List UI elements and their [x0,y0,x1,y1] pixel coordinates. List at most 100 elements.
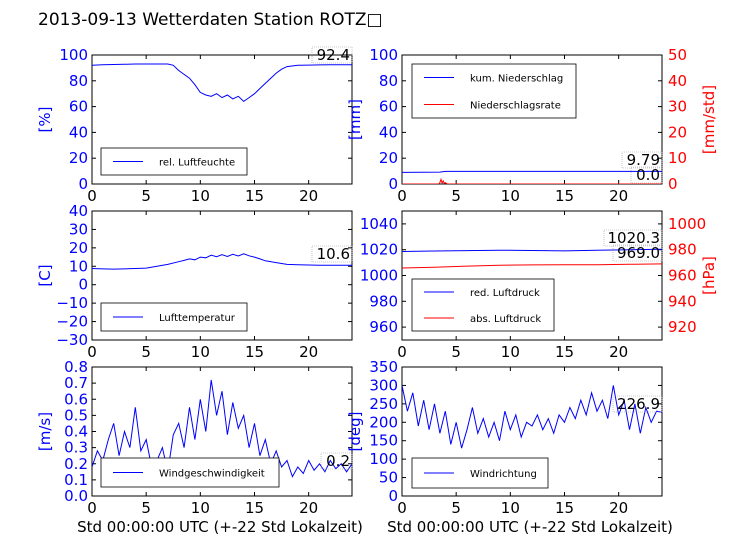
pressure-value-label: 1020.3 [608,229,661,247]
pressure-y-tick-label: 1020 [360,241,398,259]
precipitation-y-tick-label: 80 [379,72,398,90]
precipitation-value-box [630,166,663,184]
humidity-x-tick-label: 15 [245,187,264,205]
temperature-x-tick-label: 15 [245,343,264,361]
wind_speed-x-tick-label: 15 [245,499,264,517]
wind_speed-y-tick-label: 0.8 [64,358,88,376]
humidity-y-tick-label: 60 [69,98,88,116]
wind_speed-y-tick-label: 0.1 [64,471,88,489]
temperature-legend-label: Lufttemperatur [159,313,236,324]
wind_speed-value-label: 0.2 [326,452,350,470]
pressure-y2-tick-label: 980 [668,241,697,259]
wind_speed-legend-label: Windgeschwindigkeit [159,469,265,480]
wind_direction-x-tick-label: 15 [555,499,574,517]
temperature-y-tick-label: −20 [56,313,88,331]
precipitation-x-tick-label: 15 [555,187,574,205]
humidity-value-label: 92.4 [317,46,350,64]
wind_speed-y-tick-label: 0.0 [64,487,88,505]
temperature-x-tick-label: 5 [141,343,151,361]
pressure-legend-box [411,278,555,332]
humidity-plot-frame [91,54,353,185]
wind_direction-y-tick-label: 50 [379,469,398,487]
wind_direction-y-tick-label: 150 [369,432,398,450]
pressure-value-box [612,244,663,262]
precipitation-y-axis-label: [mm] [346,99,364,140]
temperature-x-tick-label: 10 [191,343,210,361]
temperature-y-tick-label: −30 [56,331,88,349]
precipitation-y2-tick-label: 30 [668,98,687,116]
humidity-x-tick-label: 5 [141,187,151,205]
wind_speed-x-tick-label: 5 [141,499,151,517]
pressure-legend-label: red. Luftdruck [470,288,540,299]
page-title: 2013-09-13 Wetterdaten Station ROTZ□ [38,10,383,30]
wind_direction-x-axis-label: Std 00:00:00 UTC (+-22 Std Lokalzeit) [387,518,673,536]
wind_direction-x-tick-label: 20 [609,499,628,517]
wind_direction-value-box [612,395,663,413]
humidity-y-tick-label: 0 [78,175,88,193]
pressure-y2-tick-label: 940 [668,292,697,310]
wind_speed-x-tick-label: 0 [87,499,97,517]
wind_direction-x-tick-label: 5 [451,499,461,517]
precipitation-legend-label: Niederschlagsrate [470,101,561,112]
pressure-legend-label: abs. Luftdruck [470,314,541,325]
pressure-x-tick-label: 10 [501,343,520,361]
wind_speed-y-tick-label: 0.2 [64,455,88,473]
humidity-y-axis-label: [%] [36,107,54,133]
humidity-y-tick-label: 40 [69,123,88,141]
pressure-x-tick-label: 20 [609,343,628,361]
wind_speed-x-axis-label: Std 00:00:00 UTC (+-22 Std Lokalzeit) [77,518,363,536]
temperature-y-tick-label: 20 [69,239,88,257]
precipitation-series-line [402,170,662,173]
pressure-y-tick-label: 980 [369,292,398,310]
wind_direction-plot-frame [401,366,663,497]
temperature-y-tick-label: 10 [69,257,88,275]
pressure-x-tick-label: 0 [397,343,407,361]
temperature-value-box [311,245,353,263]
wind_speed-y-tick-label: 0.3 [64,439,88,457]
wind_direction-x-tick-label: 0 [397,499,407,517]
temperature-series-line [92,253,352,270]
humidity-value-box [311,46,353,64]
precipitation-x-tick-label: 10 [501,187,520,205]
temperature-y-tick-label: 40 [69,202,88,220]
precipitation-y2-axis-label: [mm/std] [700,85,718,154]
temperature-y-tick-label: 30 [69,220,88,238]
precipitation-x-tick-label: 20 [609,187,628,205]
temperature-y-tick-label: −10 [56,294,88,312]
temperature-y-axis-label: [C] [36,264,54,286]
wind_direction-y-axis-label: [deg] [346,412,364,452]
precipitation-y-tick-label: 40 [379,123,398,141]
wind_speed-x-tick-label: 10 [191,499,210,517]
pressure-value-box [603,229,663,247]
precipitation-y-tick-label: 60 [379,98,398,116]
wind_direction-y-tick-label: 250 [369,395,398,413]
humidity-series-line [92,63,352,103]
precipitation-value-box [621,151,663,169]
wind_speed-y-tick-label: 0.6 [64,390,88,408]
pressure-y2-tick-label: 920 [668,318,697,336]
wind_speed-x-tick-label: 20 [299,499,318,517]
wind_speed-y-tick-label: 0.5 [64,406,88,424]
precipitation-series-line [402,177,662,184]
humidity-y-tick-label: 80 [69,72,88,90]
wind_speed-y-axis-label: [m/s] [36,412,54,451]
temperature-plot-frame [91,210,353,341]
precipitation-y2-tick-label: 40 [668,72,687,90]
temperature-x-tick-label: 0 [87,343,97,361]
humidity-x-tick-label: 20 [299,187,318,205]
temperature-x-tick-label: 20 [299,343,318,361]
temperature-value-label: 10.6 [317,245,350,263]
temperature-y-tick-label: 0 [78,276,88,294]
precipitation-y-tick-label: 20 [379,149,398,167]
pressure-y-tick-label: 1000 [360,267,398,285]
precipitation-y2-tick-label: 0 [668,175,678,193]
pressure-value-label: 969.0 [617,244,660,262]
wind_speed-value-box [320,452,353,470]
wind_direction-y-tick-label: 0 [388,487,398,505]
precipitation-x-tick-label: 0 [397,187,407,205]
wind_direction-y-tick-label: 200 [369,413,398,431]
precipitation-value-label: 0.0 [636,166,660,184]
pressure-x-tick-label: 5 [451,343,461,361]
precipitation-y2-tick-label: 20 [668,123,687,141]
pressure-y2-tick-label: 960 [668,267,697,285]
